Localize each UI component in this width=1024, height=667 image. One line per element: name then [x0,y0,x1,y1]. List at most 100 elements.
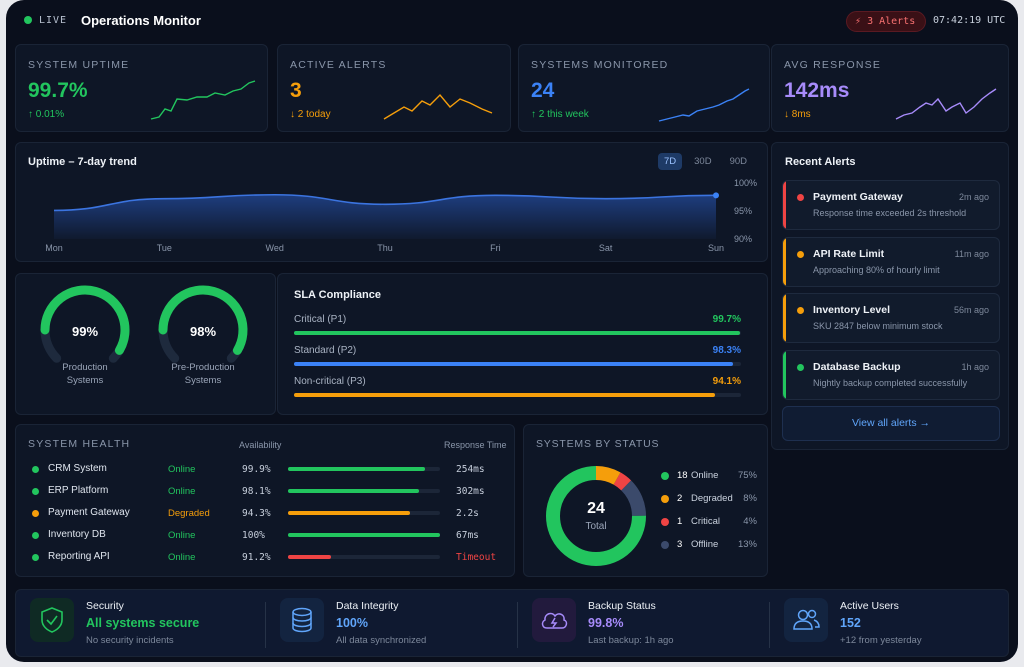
alert-item[interactable]: Inventory Level 56m ago SKU 2847 below min… [782,293,1000,343]
cloud-backup-icon [532,598,576,642]
gauge-caption-line: Systems [184,375,222,386]
bottom-summary-bar: Security All systems secure No security … [15,589,1009,657]
x-tick-label: Fri [490,243,501,253]
alert-description: SKU 2847 below minimum stock [813,321,943,331]
sla-row: Non-critical (P3) 94.1% [294,376,741,397]
alerts-sparkline [383,93,493,120]
summary-value: 152 [840,616,861,630]
gauge-production-label: Production Systems [40,361,130,387]
stat-value: 99.7% [28,79,88,102]
alert-item[interactable]: Payment Gateway 2m ago Response time excee… [782,180,1000,230]
x-tick-label: Sat [599,243,613,253]
uptime-trend-title: Uptime – 7-day trend [28,156,137,168]
system-status: Online [168,464,196,475]
sla-title: SLA Compliance [294,289,381,301]
availability-bar-fill [288,555,331,559]
table-row[interactable]: CRM System Online 99.9% 254ms [30,462,500,480]
users-icon [784,598,828,642]
status-dot [32,532,39,539]
status-donut [546,466,646,566]
alerts-badge[interactable]: ⚡ 3 Alerts [846,11,927,32]
view-all-alerts-button[interactable]: View all alerts → [782,406,1000,441]
x-tick-label: Wed [265,243,283,253]
page-title: Operations Monitor [81,13,201,28]
x-tick-label: Mon [45,243,63,253]
tab-7d[interactable]: 7D [657,153,683,170]
sla-bar-track [294,331,741,335]
legend-count: 2 [677,493,683,504]
legend-percent: 75% [737,470,757,481]
uptime-sparkline [150,80,256,120]
sla-row: Standard (P2) 98.3% [294,345,741,366]
sla-row-name: Standard (P2) [294,345,357,356]
stat-value: 24 [531,79,555,102]
availability-bar-fill [288,533,440,537]
stat-label: SYSTEMS MONITORED [531,59,669,71]
availability-bar-track [288,467,440,471]
uptime-area-fill [54,194,716,239]
tab-90d[interactable]: 90D [729,156,747,167]
alert-severity-dot [797,307,804,314]
system-name: Reporting API [48,551,110,562]
lightning-icon: ⚡ [855,16,862,27]
availability-bar-track [288,533,440,537]
stat-card-uptime: SYSTEM UPTIME 99.7% ↑ 0.01% [15,44,268,132]
availability-bar-track [288,511,440,515]
gauge-preprod-value: 98% [189,324,217,339]
dashboard-frame: LIVE Operations Monitor ⚡ 3 Alerts 07:42… [6,0,1018,662]
alert-item[interactable]: Database Backup 1h ago Nightly backup comp… [782,349,1000,400]
recent-alerts-title: Recent Alerts [785,156,856,168]
recent-alerts-card: Recent Alerts Payment Gateway 2m ago Respo… [771,142,1009,450]
x-tick-label: Thu [377,243,393,253]
alert-time: 56m ago [953,305,989,315]
header: LIVE Operations Monitor ⚡ 3 Alerts 07:42… [6,0,1018,42]
system-availability: 94.3% [242,508,271,519]
system-response-time: 67ms [456,530,479,541]
system-status: Online [168,552,196,563]
y-tick-label: 95% [734,206,752,216]
system-availability: 100% [242,530,265,541]
legend-label: Online [691,470,719,481]
legend-count: 3 [677,539,683,550]
tab-30d[interactable]: 30D [694,156,712,167]
alert-time: 2m ago [958,192,989,202]
x-tick-label: Tue [157,243,172,253]
summary-sub: All data synchronized [336,635,427,646]
alert-item[interactable]: API Rate Limit 11m ago Approaching 80% of … [782,236,1000,287]
stat-label: ACTIVE ALERTS [290,59,387,71]
summary-title: Data Integrity [336,600,399,612]
legend-dot [661,472,669,480]
system-response-time: 302ms [456,486,485,497]
col-response-time: Response Time [444,440,507,450]
donut-segment-degraded [546,466,646,566]
alert-time: 1h ago [961,361,989,372]
availability-bar-fill [288,511,410,515]
system-health-title: SYSTEM HEALTH [28,438,131,450]
table-row[interactable]: Payment Gateway Degraded 94.3% 2.2s [30,506,500,524]
uptime-trend-card: Uptime – 7-day trend 7D 30D 90D Mon Tue We… [15,142,768,262]
system-response-time: 254ms [456,464,485,475]
system-name: ERP Platform [48,485,109,496]
alerts-badge-label: 3 Alerts [867,16,916,27]
sla-bar-track [294,362,741,366]
system-availability: 91.2% [242,552,271,563]
system-availability: 98.1% [242,486,271,497]
table-row[interactable]: Reporting API Online 91.2% Timeout [30,550,500,568]
sla-row-value: 99.7% [712,314,741,325]
alert-title: Inventory Level [813,304,891,316]
stat-change: ↑ 0.01% [28,109,65,120]
table-row[interactable]: ERP Platform Online 98.1% 302ms [30,484,500,502]
table-row[interactable]: Inventory DB Online 100% 67ms [30,528,500,546]
sla-card: SLA Compliance Critical (P1) 99.7% Standar… [277,273,768,415]
summary-value: 99.8% [588,616,624,630]
gauge-fill [158,285,248,355]
y-tick-label: 90% [734,234,752,244]
summary-value: 100% [336,616,368,630]
gauge-caption-line: Pre-Production [171,362,235,373]
sla-row-name: Critical (P1) [294,314,347,325]
alert-severity-dot [797,250,804,258]
stat-card-systems-monitored: SYSTEMS MONITORED 24 ↑ 2 this week [518,44,770,132]
live-indicator-dot [24,16,32,24]
gauge-production-value: 99% [71,324,99,339]
system-status: Online [168,530,196,541]
